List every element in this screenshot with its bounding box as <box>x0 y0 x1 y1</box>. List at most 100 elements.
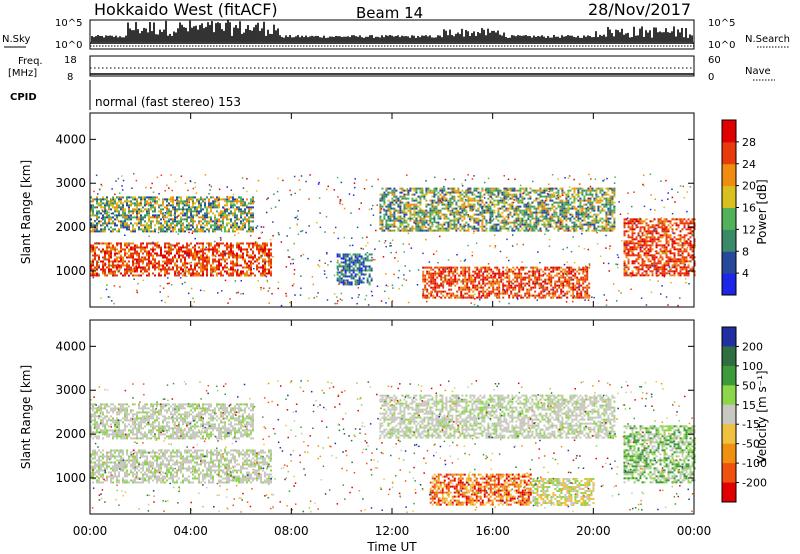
range-gate-cell <box>102 228 104 231</box>
range-gate-cell <box>631 242 634 245</box>
range-gate-cell <box>336 253 339 256</box>
range-gate-cell <box>194 220 196 223</box>
range-gate-cell <box>140 244 142 247</box>
range-gate-cell <box>336 265 339 268</box>
range-gate-cell <box>206 196 208 199</box>
range-gate-cell <box>250 212 252 215</box>
range-gate-cell <box>471 203 474 206</box>
range-gate-cell <box>423 195 426 198</box>
range-gate-cell <box>124 250 126 253</box>
range-gate-cell <box>442 290 445 293</box>
range-gate-cell <box>499 199 502 202</box>
range-gate-cell <box>510 290 513 293</box>
range-gate-cell <box>465 199 468 202</box>
range-gate-cell <box>96 216 98 219</box>
range-gate-cell <box>202 216 204 219</box>
range-gate-cell <box>468 296 471 299</box>
range-gate-cell <box>535 221 538 224</box>
range-gate-cell <box>536 278 539 281</box>
range-gate-cell <box>431 189 434 192</box>
range-gate-cell <box>260 248 262 251</box>
range-gate-cell <box>474 280 477 283</box>
range-gate-cell <box>166 268 168 271</box>
range-gate-cell <box>510 270 513 273</box>
range-gate-cell <box>264 262 266 265</box>
range-gate-cell <box>469 219 472 222</box>
range-gate-cell <box>134 268 136 271</box>
range-gate-cell <box>162 266 164 269</box>
range-gate-cell <box>565 197 568 200</box>
range-gate-cell <box>443 223 446 226</box>
range-gate-cell <box>379 207 382 210</box>
range-gate-cell <box>136 262 138 265</box>
range-gate-cell <box>144 228 146 231</box>
range-gate-cell <box>152 196 154 199</box>
range-gate-cell <box>535 215 538 218</box>
range-gate-cell <box>514 268 517 271</box>
range-gate-cell <box>116 256 118 259</box>
range-gate-cell <box>601 195 604 198</box>
range-gate-cell <box>451 209 454 212</box>
range-gate-cell <box>515 209 518 212</box>
range-gate-cell <box>437 195 440 198</box>
range-gate-cell <box>520 266 523 269</box>
range-gate-cell <box>539 203 542 206</box>
range-gate-cell <box>497 223 500 226</box>
range-gate-cell <box>536 294 539 297</box>
range-gate-cell <box>471 207 474 210</box>
range-gate-cell <box>152 250 154 253</box>
range-gate-cell <box>122 258 124 261</box>
range-gate-cell <box>216 274 218 277</box>
range-gate-cell <box>535 211 538 214</box>
range-gate-cell <box>579 199 582 202</box>
range-gate-cell <box>437 223 440 226</box>
range-gate-cell <box>170 218 172 221</box>
range-gate-cell <box>552 268 555 271</box>
range-gate-cell <box>208 220 210 223</box>
range-gate-cell <box>469 205 472 208</box>
range-gate-cell <box>627 260 630 263</box>
range-gate-cell <box>579 227 582 230</box>
range-gate-cell <box>174 220 176 223</box>
range-gate-cell <box>236 272 238 275</box>
range-gate-cell <box>637 232 640 235</box>
range-gate-cell <box>589 193 592 196</box>
range-gate-cell <box>447 201 450 204</box>
range-gate-cell <box>468 288 471 291</box>
range-gate-cell <box>204 268 206 271</box>
range-gate-cell <box>210 242 212 245</box>
range-gate-cell <box>415 197 418 200</box>
range-gate-cell <box>194 202 196 205</box>
range-gate-cell <box>472 270 475 273</box>
range-gate-cell <box>216 204 218 207</box>
range-gate-cell <box>158 268 160 271</box>
range-gate-cell <box>172 222 174 225</box>
range-gate-cell <box>552 270 555 273</box>
range-gate-cell <box>461 189 464 192</box>
range-gate-cell <box>447 229 450 232</box>
range-gate-cell <box>399 199 402 202</box>
range-gate-cell <box>576 296 579 299</box>
range-gate-cell <box>222 242 224 245</box>
range-gate-cell <box>515 221 518 224</box>
range-gate-cell <box>248 254 250 257</box>
range-gate-cell <box>238 242 240 245</box>
range-gate-cell <box>516 274 519 277</box>
range-gate-cell <box>478 280 481 283</box>
range-gate-cell <box>452 292 455 295</box>
range-gate-cell <box>226 208 228 211</box>
range-gate-cell <box>222 258 224 261</box>
range-gate-cell <box>429 207 432 210</box>
range-gate-cell <box>519 221 522 224</box>
range-gate-cell <box>134 210 136 213</box>
range-gate-cell <box>379 203 382 206</box>
range-gate-cell <box>120 226 122 229</box>
range-gate-cell <box>553 215 556 218</box>
range-gate-cell <box>240 222 242 225</box>
range-gate-cell <box>128 260 130 263</box>
range-gate-cell <box>472 294 475 297</box>
range-gate-cell <box>476 288 479 291</box>
range-gate-cell <box>445 227 448 230</box>
range-gate-cell <box>514 276 517 279</box>
range-gate-cell <box>246 218 248 221</box>
